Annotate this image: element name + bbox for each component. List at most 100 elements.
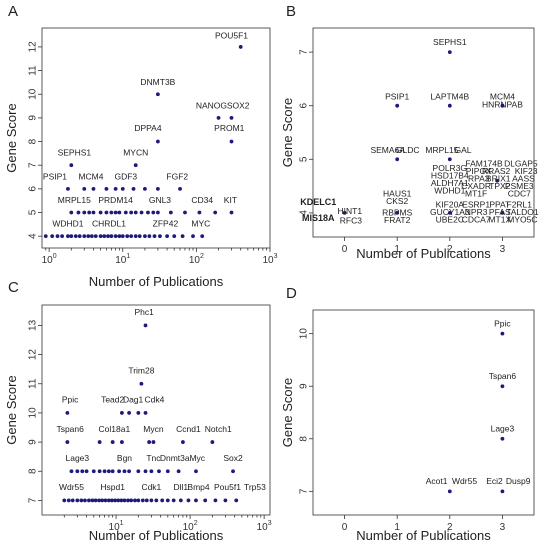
data-point <box>119 498 124 503</box>
data-point <box>120 186 125 191</box>
data-point <box>123 210 128 215</box>
point-label: ESRP1 <box>462 200 490 210</box>
x-axis-title: Number of Publications <box>89 274 224 289</box>
point-label: CKS2 <box>386 196 408 206</box>
data-point <box>213 498 218 503</box>
point-label: NANOG <box>196 100 227 110</box>
data-point <box>73 234 78 239</box>
data-point <box>129 234 134 239</box>
data-point <box>102 469 107 474</box>
data-point <box>69 163 74 168</box>
data-point <box>69 469 74 474</box>
data-point <box>43 234 48 239</box>
point-label: SEMA6A <box>370 145 405 155</box>
point-label: AASS <box>512 173 535 183</box>
point-label: Notch1 <box>205 424 232 434</box>
data-point <box>139 210 144 215</box>
point-label: TALDO1 <box>506 207 539 217</box>
point-label: HINT1 <box>338 206 363 216</box>
y-axis-title: Gene Score <box>280 378 295 447</box>
data-point <box>160 498 165 503</box>
data-point <box>234 498 239 503</box>
y-tick-label: 11 <box>28 378 39 389</box>
data-point <box>143 186 147 191</box>
data-point <box>210 440 215 444</box>
data-point <box>127 411 131 415</box>
data-point <box>143 411 148 415</box>
data-point <box>106 498 111 503</box>
data-point <box>117 469 122 474</box>
panel-letter: A <box>8 3 18 20</box>
data-point <box>447 103 452 108</box>
data-point <box>500 103 505 108</box>
data-point <box>191 234 195 239</box>
data-point <box>149 498 154 503</box>
y-axis-title: Gene Score <box>4 375 19 444</box>
point-label: Ppic <box>494 318 511 328</box>
data-point <box>229 210 234 215</box>
point-label: NPR3 <box>465 207 488 217</box>
data-point <box>144 498 149 503</box>
data-point <box>93 498 98 503</box>
point-label: PSIP1 <box>385 91 409 101</box>
data-point <box>155 139 160 144</box>
data-point <box>194 469 198 474</box>
point-label: CDC7 <box>508 188 531 198</box>
data-point <box>89 234 94 239</box>
point-label: Mycn <box>143 424 164 434</box>
data-point <box>147 234 152 239</box>
point-label: MCM4 <box>78 171 103 181</box>
data-point <box>55 234 60 239</box>
point-label: PRDM14 <box>98 195 133 205</box>
data-point <box>213 210 218 215</box>
data-point <box>77 234 82 239</box>
x-tick-label: 103 <box>257 520 272 533</box>
point-label: Sox2 <box>223 453 243 463</box>
point-label: SEPHS1 <box>433 37 467 47</box>
data-point <box>113 210 118 215</box>
y-tick-label: 9 <box>28 115 39 121</box>
x-tick-label: 3 <box>500 244 506 255</box>
point-label: MYO5C <box>507 215 537 225</box>
point-label: MRPL15 <box>58 195 91 205</box>
panel-d: D 7 8 9 10 0 1 2 3 Number of Publications Gene Sco… <box>280 285 535 543</box>
data-point <box>91 210 96 215</box>
point-label: Trim28 <box>128 366 154 376</box>
x-tick-label: 0 <box>342 244 348 255</box>
data-point <box>178 498 183 503</box>
data-point <box>82 210 87 215</box>
data-point <box>116 498 121 503</box>
data-point <box>186 498 191 503</box>
x-tick-label: 0 <box>342 522 348 533</box>
data-point <box>168 210 173 215</box>
data-point <box>143 234 147 239</box>
panel-b: B 4 5 6 7 0 1 2 3 Number of Publications Gene Scor… <box>280 3 539 261</box>
y-tick-label: 4 <box>299 210 310 216</box>
point-label: GAL <box>454 145 471 155</box>
data-point <box>146 210 150 215</box>
data-point <box>143 323 148 328</box>
point-label: SEPHS1 <box>58 148 92 158</box>
plot-frame <box>41 304 271 516</box>
data-point <box>152 234 157 239</box>
data-point <box>500 436 505 441</box>
data-point <box>133 163 138 168</box>
plot-frame <box>41 27 271 249</box>
data-point <box>109 210 114 215</box>
point-label: Dag1 <box>123 395 144 405</box>
data-point <box>117 210 122 215</box>
data-point <box>66 186 70 191</box>
data-point <box>500 489 505 494</box>
data-point <box>102 234 107 239</box>
data-point <box>447 489 452 494</box>
data-point <box>113 186 118 191</box>
data-point <box>91 186 96 191</box>
data-point <box>87 210 92 215</box>
data-point <box>500 331 505 336</box>
point-label: MT1F <box>465 188 487 198</box>
data-point <box>194 498 198 503</box>
data-point <box>151 440 156 444</box>
data-point <box>69 234 74 239</box>
data-point <box>137 234 142 239</box>
data-point <box>155 210 160 215</box>
